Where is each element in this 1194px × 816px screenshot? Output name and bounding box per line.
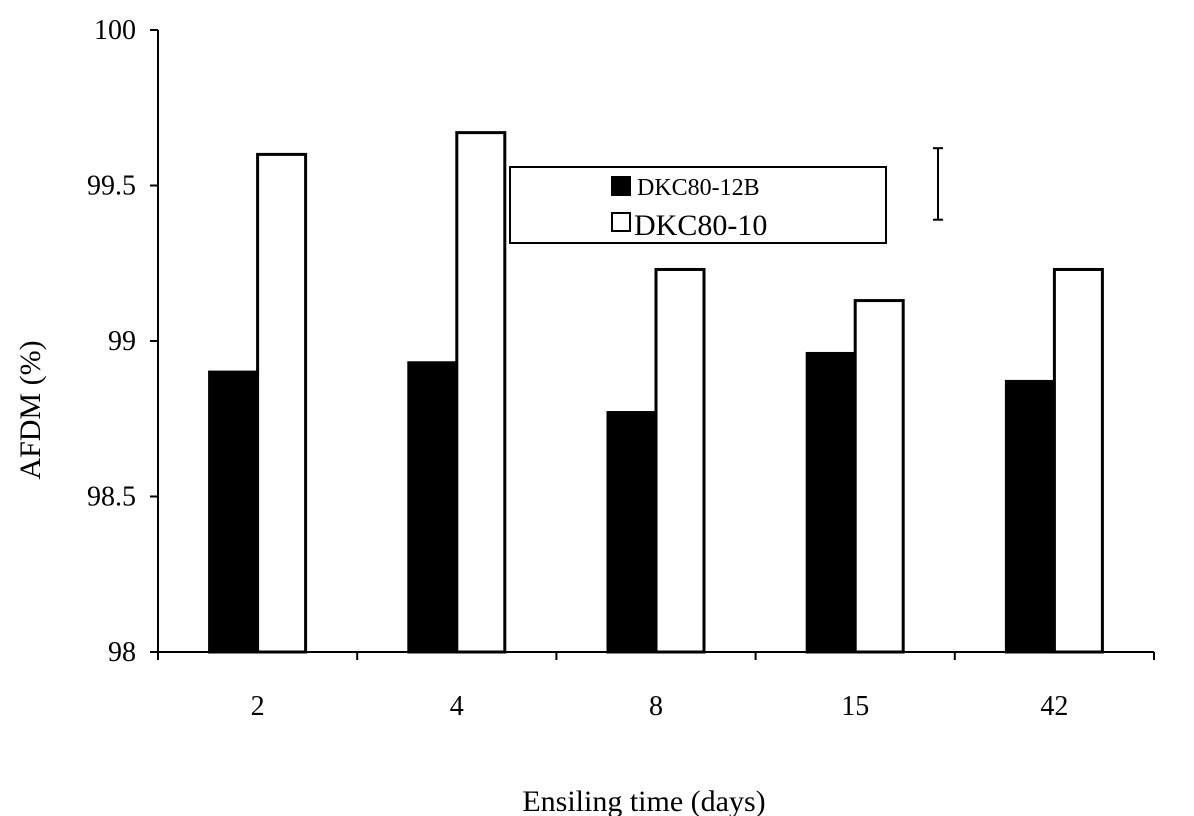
error-bar (933, 147, 943, 221)
x-ticks-group: 2 4 8 15 42 (157, 652, 1155, 722)
bar-dkc80-10-15 (853, 299, 905, 654)
bar-dkc80-10-4 (455, 131, 507, 654)
bars-group (208, 131, 1104, 654)
bar-dkc80-12b-2 (208, 370, 260, 654)
bar-dkc80-10-8 (654, 267, 706, 654)
x-axis-title: Ensiling time (days) (522, 785, 765, 816)
x-tick-label: 8 (649, 691, 663, 722)
y-tick-label: 99 (108, 326, 136, 357)
x-tick-label: 42 (1040, 691, 1068, 722)
bar-dkc80-10-2 (256, 152, 308, 654)
x-tick-label: 4 (450, 691, 464, 722)
y-tick-label: 100 (94, 15, 136, 46)
legend-swatch-dkc80-10 (611, 212, 631, 232)
bar-dkc80-12b-42 (1004, 379, 1056, 654)
legend-label-dkc80-10: DKC80-10 (634, 209, 767, 242)
y-tick-label: 98 (108, 637, 136, 668)
y-axis-title: AFDM (%) (14, 340, 47, 479)
x-tick-label: 15 (841, 691, 869, 722)
y-ticks-group: 98 98.5 99 99.5 100 (87, 15, 158, 668)
bar-dkc80-12b-4 (407, 361, 459, 654)
bar-dkc80-10-42 (1052, 267, 1104, 654)
legend-swatch-dkc80-12b (611, 176, 631, 196)
bar-dkc80-12b-15 (805, 351, 857, 654)
y-tick-label: 98.5 (87, 482, 136, 513)
y-tick-label: 99.5 (87, 171, 136, 202)
legend-label-dkc80-12b: DKC80-12B (637, 175, 760, 201)
bar-dkc80-12b-8 (606, 411, 658, 654)
x-tick-label: 2 (251, 691, 265, 722)
legend: DKC80-12B DKC80-10 (509, 166, 887, 244)
legend-box (509, 166, 887, 244)
